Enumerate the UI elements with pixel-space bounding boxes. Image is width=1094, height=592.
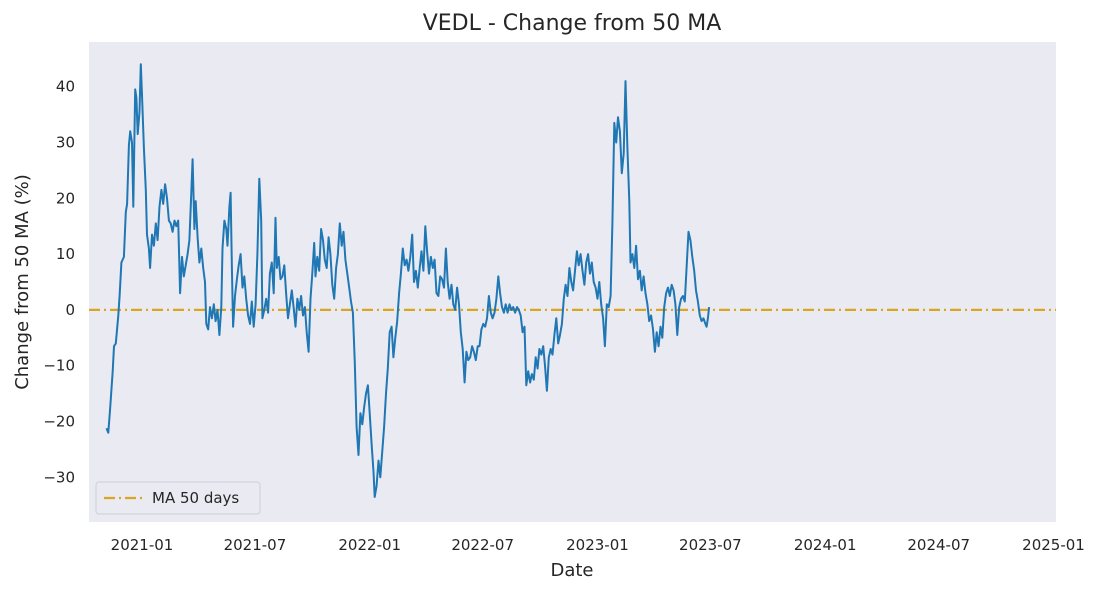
- x-axis-label: Date: [550, 560, 593, 581]
- y-tick-label: 10: [56, 245, 75, 263]
- legend: MA 50 days: [95, 481, 261, 515]
- y-tick-label: 40: [56, 78, 75, 96]
- y-axis-label: Change from 50 MA (%): [12, 174, 33, 390]
- x-tick-label: 2025-01: [1022, 536, 1085, 554]
- y-tick-label: −30: [43, 468, 75, 486]
- x-ticks: 2021-01 2021-07 2022-01 2022-07 2023-01 2023-…: [111, 536, 1085, 554]
- x-tick-label: 2021-01: [111, 536, 174, 554]
- x-tick-label: 2023-01: [566, 536, 629, 554]
- plot-background: [89, 42, 1056, 522]
- y-tick-label: 20: [56, 189, 75, 207]
- chart-title: VEDL - Change from 50 MA: [423, 11, 722, 36]
- y-tick-label: 0: [65, 301, 75, 319]
- x-tick-label: 2023-07: [679, 536, 742, 554]
- y-tick-label: 30: [56, 133, 75, 151]
- x-tick-label: 2022-01: [338, 536, 401, 554]
- series-line: [105, 63, 711, 498]
- x-tick-label: 2024-01: [794, 536, 857, 554]
- x-tick-label: 2024-07: [907, 536, 970, 554]
- y-ticks: −30 −20 −10 0 10 20 30 40: [43, 78, 75, 487]
- y-tick-label: −10: [43, 357, 75, 375]
- legend-box: [95, 481, 261, 515]
- y-tick-label: −20: [43, 413, 75, 431]
- x-tick-label: 2021-07: [224, 536, 287, 554]
- legend-label: MA 50 days: [152, 489, 239, 507]
- x-tick-label: 2022-07: [451, 536, 514, 554]
